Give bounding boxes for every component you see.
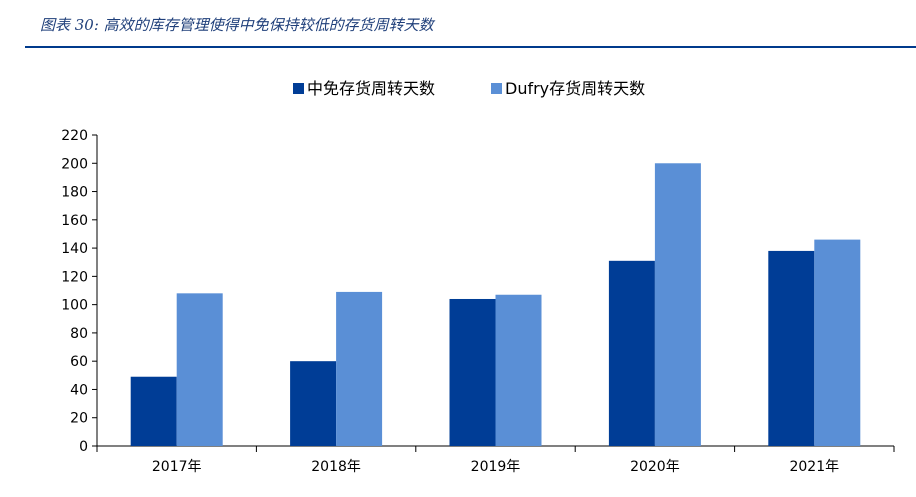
x-tick-label: 2017年	[152, 459, 202, 475]
bar-dufry	[495, 294, 542, 446]
bar-dufry	[654, 163, 701, 447]
bars	[130, 163, 861, 447]
x-tick-label: 2019年	[471, 459, 521, 475]
x-tick-label: 2020年	[630, 459, 680, 475]
bar-cdf	[768, 250, 815, 446]
bar-cdf	[449, 298, 496, 446]
y-tick-label: 140	[61, 241, 88, 257]
y-tick-label: 40	[70, 382, 88, 398]
bar-cdf	[130, 376, 177, 446]
bar-cdf	[608, 260, 655, 446]
y-tick-label: 60	[70, 354, 88, 370]
y-tick-label: 80	[70, 326, 88, 342]
bar-dufry	[176, 293, 223, 446]
y-tick-label: 0	[79, 439, 88, 455]
y-tick-label: 100	[61, 298, 88, 314]
y-tick-label: 120	[61, 269, 88, 285]
legend-swatch	[491, 83, 502, 94]
legend-label: Dufry存货周转天数	[505, 79, 645, 98]
y-axis: 0 20 40 60 80 100 120 140 160 180 200 220	[61, 128, 98, 455]
bar-dufry	[814, 239, 861, 446]
bar-dufry	[336, 291, 383, 446]
figure-caption: 图表 30: 高效的库存管理使得中免保持较低的存货周转天数	[40, 16, 434, 34]
legend-swatch	[293, 83, 304, 94]
x-axis: 2017年 2018年 2019年 2020年 2021年	[96, 445, 895, 475]
x-tick-label: 2018年	[311, 459, 361, 475]
legend-label: 中免存货周转天数	[307, 79, 435, 98]
y-tick-label: 220	[61, 128, 88, 144]
legend: 中免存货周转天数 Dufry存货周转天数	[293, 79, 645, 98]
y-tick-label: 200	[61, 156, 88, 172]
y-tick-label: 20	[70, 411, 88, 427]
x-tick-label: 2021年	[789, 459, 839, 475]
bar-cdf	[290, 361, 337, 446]
caption-divider	[25, 46, 916, 48]
y-tick-label: 180	[61, 185, 88, 201]
y-tick-label: 160	[61, 213, 88, 229]
